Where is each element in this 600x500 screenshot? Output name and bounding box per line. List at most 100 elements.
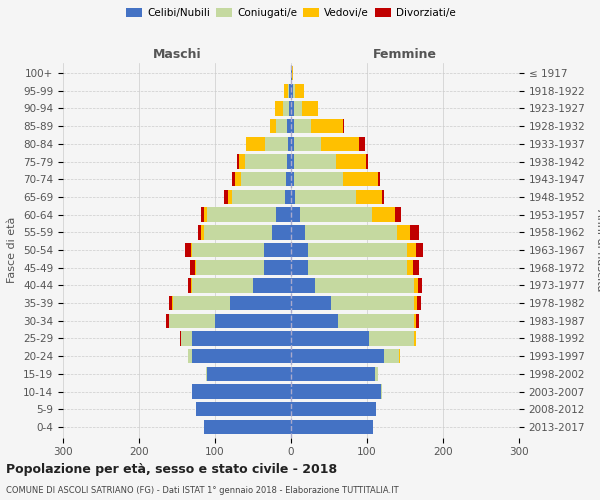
Bar	[291, 172, 294, 186]
Bar	[417, 296, 421, 310]
Bar	[407, 260, 413, 275]
Bar	[285, 190, 291, 204]
Bar	[289, 84, 291, 98]
Bar	[294, 172, 343, 186]
Bar	[272, 225, 291, 240]
Bar	[287, 154, 291, 169]
Bar	[343, 119, 344, 134]
Bar	[197, 225, 202, 240]
Bar	[169, 296, 172, 310]
Bar	[245, 154, 287, 169]
Bar	[205, 208, 208, 222]
Bar	[414, 314, 416, 328]
Bar	[232, 172, 235, 186]
Bar	[294, 136, 322, 151]
Bar	[287, 119, 291, 134]
Bar	[331, 296, 414, 310]
Bar	[283, 101, 289, 116]
Bar	[291, 119, 294, 134]
Bar	[291, 66, 292, 80]
Bar	[414, 331, 416, 345]
Bar	[291, 190, 295, 204]
Bar	[192, 278, 253, 292]
Bar	[291, 278, 316, 292]
Bar	[291, 84, 293, 98]
Bar	[291, 420, 373, 434]
Bar	[397, 225, 410, 240]
Bar	[235, 172, 241, 186]
Bar	[265, 136, 288, 151]
Bar	[275, 101, 283, 116]
Bar	[265, 242, 291, 258]
Bar	[374, 366, 379, 381]
Bar	[295, 84, 304, 98]
Bar	[377, 172, 380, 186]
Bar	[302, 101, 319, 116]
Bar	[195, 260, 196, 275]
Bar	[395, 208, 401, 222]
Bar	[291, 154, 294, 169]
Text: Femmine: Femmine	[373, 48, 437, 60]
Bar	[413, 260, 419, 275]
Text: COMUNE DI ASCOLI SATRIANO (FG) - Dati ISTAT 1° gennaio 2018 - Elaborazione TUTTI: COMUNE DI ASCOLI SATRIANO (FG) - Dati IS…	[6, 486, 398, 495]
Bar	[399, 349, 400, 364]
Bar	[291, 314, 338, 328]
Bar	[253, 278, 291, 292]
Bar	[359, 136, 365, 151]
Bar	[237, 154, 239, 169]
Bar	[166, 314, 169, 328]
Y-axis label: Fasce di età: Fasce di età	[7, 217, 17, 283]
Bar	[239, 154, 245, 169]
Bar	[265, 260, 291, 275]
Bar	[410, 225, 419, 240]
Bar	[291, 101, 294, 116]
Legend: Celibi/Nubili, Coniugati/e, Vedovi/e, Divorziati/e: Celibi/Nubili, Coniugati/e, Vedovi/e, Di…	[122, 4, 460, 22]
Bar	[294, 101, 302, 116]
Bar	[311, 119, 343, 134]
Bar	[291, 402, 376, 416]
Bar	[291, 225, 305, 240]
Bar	[308, 260, 407, 275]
Bar	[368, 331, 414, 345]
Bar	[414, 278, 418, 292]
Bar	[291, 296, 331, 310]
Bar	[356, 190, 382, 204]
Bar	[293, 84, 295, 98]
Bar	[382, 190, 385, 204]
Bar	[292, 66, 293, 80]
Bar	[192, 384, 291, 399]
Bar	[416, 314, 419, 328]
Bar	[291, 260, 308, 275]
Bar	[305, 225, 397, 240]
Bar	[294, 119, 311, 134]
Bar	[300, 208, 373, 222]
Bar	[203, 420, 291, 434]
Bar	[380, 384, 382, 399]
Bar	[284, 84, 288, 98]
Bar	[196, 260, 265, 275]
Bar	[188, 349, 192, 364]
Text: Popolazione per età, sesso e stato civile - 2018: Popolazione per età, sesso e stato civil…	[6, 462, 337, 475]
Bar	[288, 136, 291, 151]
Bar	[286, 172, 291, 186]
Bar	[173, 296, 230, 310]
Bar	[192, 242, 265, 258]
Bar	[241, 172, 286, 186]
Bar	[291, 366, 374, 381]
Bar	[215, 314, 291, 328]
Bar	[322, 136, 359, 151]
Bar	[407, 242, 416, 258]
Bar	[276, 119, 287, 134]
Bar	[180, 331, 181, 345]
Bar	[191, 242, 192, 258]
Text: Maschi: Maschi	[152, 48, 202, 60]
Bar	[246, 136, 265, 151]
Bar	[291, 331, 368, 345]
Bar	[230, 296, 291, 310]
Bar	[190, 260, 195, 275]
Bar	[270, 119, 276, 134]
Bar	[181, 331, 192, 345]
Bar	[192, 349, 291, 364]
Bar	[338, 314, 414, 328]
Bar	[291, 208, 300, 222]
